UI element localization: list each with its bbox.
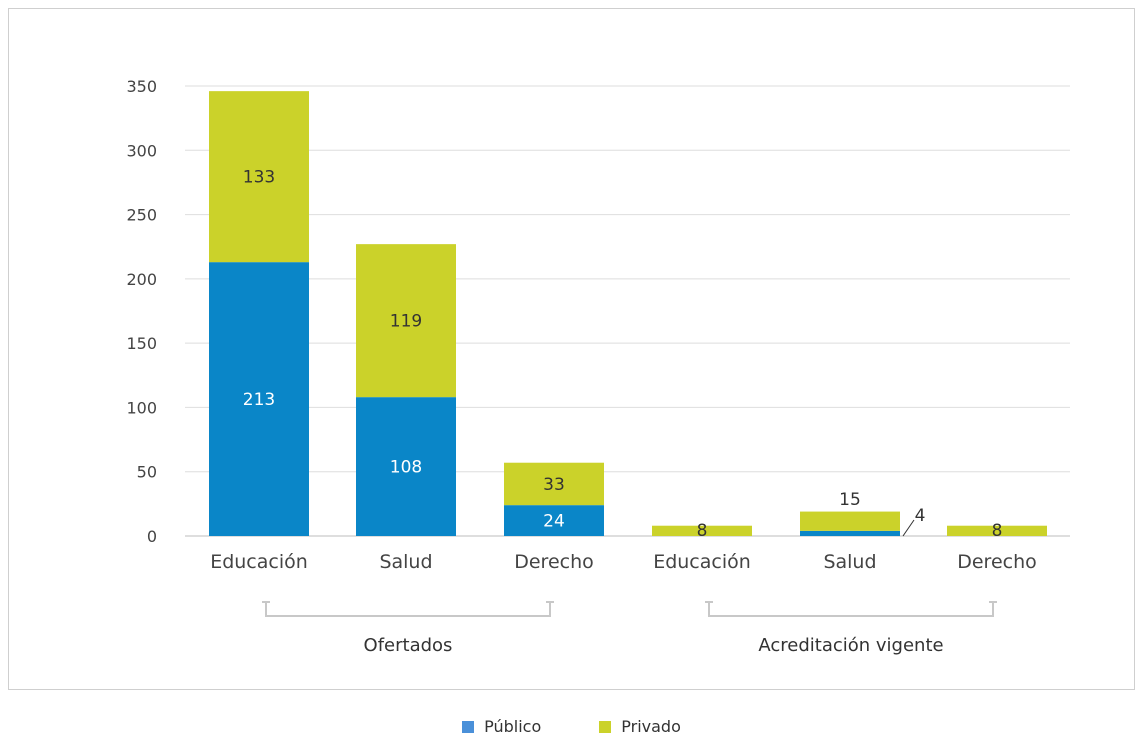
y-tick-label: 300 [126,141,157,160]
y-tick-label: 0 [147,527,157,546]
y-tick-label: 50 [137,463,157,482]
data-label-privado: 8 [697,521,708,541]
legend: Público Privado [0,717,1143,736]
x-tick-label: Salud [823,551,876,573]
legend-label-publico: Público [484,717,542,736]
data-label-privado: 8 [992,521,1003,541]
group-bracket [265,602,551,617]
data-label-privado: 15 [839,490,861,510]
y-tick-label: 150 [126,334,157,353]
x-tick-label: Derecho [957,551,1037,573]
legend-item-privado: Privado [599,717,681,736]
x-tick-label: Derecho [514,551,594,573]
leader-line [902,519,915,537]
chart-svg: 0 50 100 150 200 250 300 350 Educación Salud Derec… [126,77,1070,656]
bar-privado [209,91,309,263]
legend-swatch-privado [599,720,612,733]
data-label-privado: 33 [543,475,565,495]
group-bracket [708,602,994,617]
x-tick-label: Educación [653,551,751,573]
legend-swatch-publico [462,720,475,733]
data-label-publico: 213 [243,390,275,410]
bar-privado [947,525,1047,536]
group-label: Ofertados [364,635,453,656]
bar-privado [652,525,752,536]
y-tick-label: 350 [126,77,157,96]
y-tick-label: 100 [126,398,157,417]
y-tick-label: 250 [126,206,157,225]
x-tick-label: Salud [379,551,432,573]
data-label-publico: 4 [915,506,926,526]
bar-publico [209,262,309,536]
group-label: Acreditación vigente [758,635,943,656]
legend-item-publico: Público [462,717,541,736]
y-tick-label: 200 [126,270,157,289]
x-tick-label: Educación [210,551,308,573]
data-label-privado: 119 [390,312,422,332]
bar-publico [800,530,900,536]
chart-frame [8,8,1135,690]
bar-publico [504,505,604,536]
legend-label-privado: Privado [621,717,681,736]
data-label-privado: 133 [243,168,275,188]
bar-publico [356,397,456,536]
data-label-publico: 24 [543,512,565,532]
data-label-publico: 108 [390,458,422,478]
bar-privado [504,462,604,506]
bar-privado [356,244,456,398]
bar-privado [800,511,900,531]
